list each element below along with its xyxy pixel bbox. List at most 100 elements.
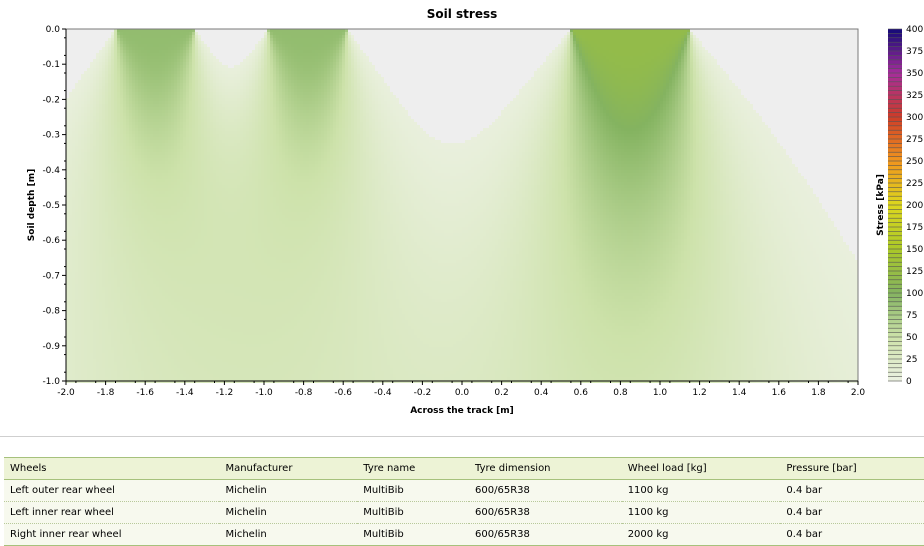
stress-cell bbox=[609, 50, 612, 53]
stress-cell bbox=[279, 83, 282, 86]
stress-cell bbox=[633, 50, 636, 53]
stress-cell bbox=[588, 59, 591, 62]
stress-cell bbox=[717, 95, 720, 98]
stress-cell bbox=[759, 116, 762, 119]
stress-cell bbox=[699, 77, 702, 80]
stress-cell bbox=[363, 74, 366, 77]
stress-cell bbox=[111, 86, 114, 89]
stress-cell bbox=[114, 32, 117, 35]
stress-cell bbox=[681, 68, 684, 71]
stress-cell bbox=[255, 65, 258, 68]
stress-cell bbox=[87, 110, 90, 113]
stress-cell bbox=[660, 65, 663, 68]
stress-cell bbox=[210, 74, 213, 77]
stress-cell bbox=[300, 101, 303, 104]
stress-cell bbox=[318, 62, 321, 65]
stress-cell bbox=[84, 86, 87, 89]
stress-cell bbox=[114, 116, 117, 119]
stress-cell bbox=[228, 71, 231, 74]
stress-cell bbox=[570, 74, 573, 77]
stress-cell bbox=[309, 44, 312, 47]
stress-cell bbox=[153, 68, 156, 71]
stress-cell bbox=[114, 77, 117, 80]
stress-cell bbox=[252, 89, 255, 92]
stress-cell bbox=[651, 104, 654, 107]
stress-cell bbox=[165, 56, 168, 59]
stress-cell bbox=[75, 92, 78, 95]
stress-cell bbox=[132, 56, 135, 59]
stress-cell bbox=[123, 50, 126, 53]
stress-cell bbox=[573, 92, 576, 95]
stress-cell bbox=[717, 80, 720, 83]
stress-cell bbox=[543, 101, 546, 104]
stress-cell bbox=[201, 44, 204, 47]
stress-cell bbox=[657, 44, 660, 47]
stress-cell bbox=[579, 83, 582, 86]
stress-cell bbox=[315, 71, 318, 74]
stress-cell bbox=[297, 83, 300, 86]
stress-cell bbox=[615, 80, 618, 83]
stress-cell bbox=[273, 38, 276, 41]
stress-cell bbox=[159, 35, 162, 38]
stress-cell bbox=[105, 86, 108, 89]
stress-cell bbox=[585, 119, 588, 122]
stress-cell bbox=[588, 83, 591, 86]
stress-cell bbox=[183, 122, 186, 125]
stress-cell bbox=[546, 98, 549, 101]
stress-cell bbox=[105, 98, 108, 101]
stress-cell bbox=[72, 95, 75, 98]
stress-cell bbox=[729, 86, 732, 89]
stress-cell bbox=[171, 107, 174, 110]
stress-cell bbox=[594, 83, 597, 86]
stress-cell bbox=[402, 107, 405, 110]
stress-cell bbox=[174, 71, 177, 74]
stress-cell bbox=[174, 38, 177, 41]
stress-cell bbox=[372, 71, 375, 74]
stress-cell bbox=[654, 44, 657, 47]
stress-cell bbox=[375, 107, 378, 110]
stress-cell bbox=[147, 89, 150, 92]
stress-cell bbox=[516, 98, 519, 101]
stress-cell bbox=[390, 107, 393, 110]
stress-cell bbox=[315, 65, 318, 68]
stress-cell bbox=[684, 44, 687, 47]
stress-cell bbox=[588, 68, 591, 71]
stress-cell bbox=[312, 80, 315, 83]
stress-cell bbox=[102, 59, 105, 62]
stress-cell bbox=[351, 53, 354, 56]
stress-cell bbox=[291, 122, 294, 125]
stress-cell bbox=[135, 110, 138, 113]
stress-cell bbox=[519, 116, 522, 119]
stress-cell bbox=[117, 44, 120, 47]
stress-cell bbox=[96, 80, 99, 83]
stress-cell bbox=[231, 74, 234, 77]
stress-cell bbox=[216, 116, 219, 119]
stress-cell bbox=[330, 35, 333, 38]
stress-cell bbox=[624, 110, 627, 113]
stress-cell bbox=[546, 107, 549, 110]
stress-cell bbox=[258, 56, 261, 59]
stress-cell bbox=[153, 56, 156, 59]
stress-cell bbox=[633, 95, 636, 98]
stress-cell bbox=[750, 113, 753, 116]
stress-cell bbox=[645, 77, 648, 80]
stress-cell bbox=[567, 80, 570, 83]
stress-cell bbox=[318, 38, 321, 41]
stress-cell bbox=[120, 116, 123, 119]
stress-cell bbox=[261, 101, 264, 104]
stress-cell bbox=[147, 62, 150, 65]
stress-cell bbox=[696, 110, 699, 113]
stress-cell bbox=[516, 119, 519, 122]
stress-cell bbox=[87, 74, 90, 77]
stress-cell bbox=[690, 71, 693, 74]
stress-cell bbox=[312, 110, 315, 113]
stress-cell bbox=[171, 98, 174, 101]
stress-cell bbox=[597, 71, 600, 74]
stress-cell bbox=[591, 44, 594, 47]
stress-cell bbox=[519, 104, 522, 107]
stress-cell bbox=[567, 110, 570, 113]
stress-cell bbox=[351, 47, 354, 50]
stress-cell bbox=[690, 113, 693, 116]
stress-cell bbox=[177, 68, 180, 71]
stress-cell bbox=[186, 44, 189, 47]
